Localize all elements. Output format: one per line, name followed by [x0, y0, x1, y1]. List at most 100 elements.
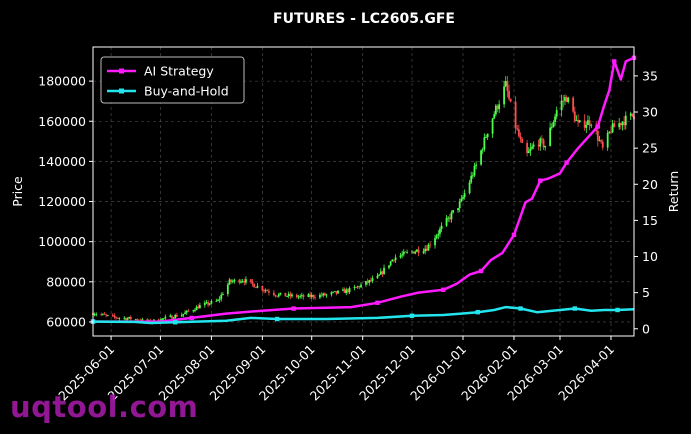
candle-body — [277, 294, 280, 297]
candle-body — [208, 303, 211, 305]
candle-body — [485, 137, 487, 138]
candle-body — [468, 182, 471, 194]
y2-tick-label: 5 — [642, 285, 650, 300]
candle-body — [268, 291, 270, 293]
candle-body — [185, 310, 188, 313]
y2-axis-label: Return — [666, 171, 681, 212]
candle-body — [429, 244, 431, 246]
candle-body — [134, 319, 137, 321]
candle-body — [491, 118, 494, 134]
y2-tick-label: 20 — [642, 177, 658, 192]
candle-body — [106, 315, 109, 316]
candle-body — [399, 255, 402, 258]
candle-body — [187, 310, 190, 312]
candle-body — [544, 145, 547, 148]
series-marker — [538, 178, 543, 183]
candle-body — [424, 248, 427, 252]
candle-body — [276, 295, 279, 297]
candle-body — [539, 138, 542, 147]
candle-body — [115, 316, 117, 318]
candle-body — [100, 314, 103, 316]
legend-label: AI Strategy — [144, 64, 214, 79]
candle-body — [554, 116, 556, 123]
candle-body — [272, 292, 275, 296]
series-marker — [173, 320, 178, 325]
candle-body — [565, 97, 568, 102]
candle-body — [231, 281, 234, 283]
candle-body — [578, 120, 581, 123]
candle-body — [330, 292, 333, 295]
candle-body — [480, 150, 482, 165]
candle-body — [494, 105, 497, 115]
candle-body — [296, 294, 298, 298]
candle-body — [588, 120, 591, 126]
candle-body — [332, 291, 334, 293]
candle-body — [596, 130, 599, 141]
y2-tick-label: 0 — [642, 321, 650, 336]
candle-body — [254, 287, 257, 289]
candle-body — [226, 284, 229, 295]
candle-body — [598, 140, 601, 142]
candle-body — [406, 252, 408, 253]
series-marker — [291, 306, 296, 311]
candle-body — [498, 104, 501, 110]
candle-body — [573, 111, 576, 121]
candle-body — [583, 120, 586, 128]
candle-body — [388, 265, 390, 268]
candle-body — [164, 316, 167, 319]
candle-body — [391, 259, 394, 262]
candle-body — [404, 251, 407, 253]
legend-swatch-marker — [119, 68, 124, 74]
candle-body — [238, 279, 241, 283]
series-marker — [475, 309, 480, 315]
plot-frame — [92, 46, 635, 337]
candle-body — [126, 318, 129, 320]
candle-body — [509, 98, 512, 102]
candle-body — [457, 208, 459, 211]
candle-body — [358, 286, 361, 288]
candle-body — [463, 193, 466, 198]
candle-body — [169, 315, 172, 317]
series-marker — [518, 306, 523, 311]
candle-body — [619, 123, 622, 126]
candle-body — [587, 120, 589, 125]
y-tick-label: 140000 — [38, 154, 86, 169]
candle-body — [309, 294, 311, 297]
candle-body — [452, 210, 455, 213]
series-marker — [511, 232, 517, 238]
series-line-buy-and-hold — [92, 305, 635, 325]
candle-body — [249, 279, 252, 282]
series-marker — [615, 307, 620, 313]
candle-body — [613, 123, 616, 128]
candle-body — [141, 319, 144, 322]
candle-body — [624, 115, 627, 126]
candle-body — [411, 251, 413, 253]
candle-body — [394, 257, 397, 261]
candle-body — [481, 149, 484, 151]
candle-body — [470, 175, 473, 183]
candle-body — [575, 120, 578, 121]
candle-body — [516, 128, 519, 130]
return-lines — [90, 55, 637, 325]
candle-body — [312, 294, 315, 298]
candle-body — [218, 298, 221, 300]
candle-body — [345, 289, 348, 293]
candle-body — [314, 297, 316, 299]
candle-body — [101, 313, 104, 315]
candle-body — [174, 314, 177, 319]
legend-swatch-marker — [119, 88, 124, 94]
candle-body — [542, 139, 545, 148]
candle-body — [445, 218, 448, 226]
candle-body — [483, 137, 486, 150]
candle-body — [171, 315, 173, 319]
legend-label: Buy-and-Hold — [144, 84, 229, 99]
watermark-logo: uqtool.com — [10, 390, 199, 424]
candle-body — [128, 316, 131, 319]
candle-body — [552, 122, 555, 128]
candle-body — [517, 129, 520, 137]
candle-body — [192, 310, 195, 312]
candle-body — [228, 279, 231, 285]
candle-body — [527, 151, 530, 154]
candle-body — [383, 267, 385, 275]
